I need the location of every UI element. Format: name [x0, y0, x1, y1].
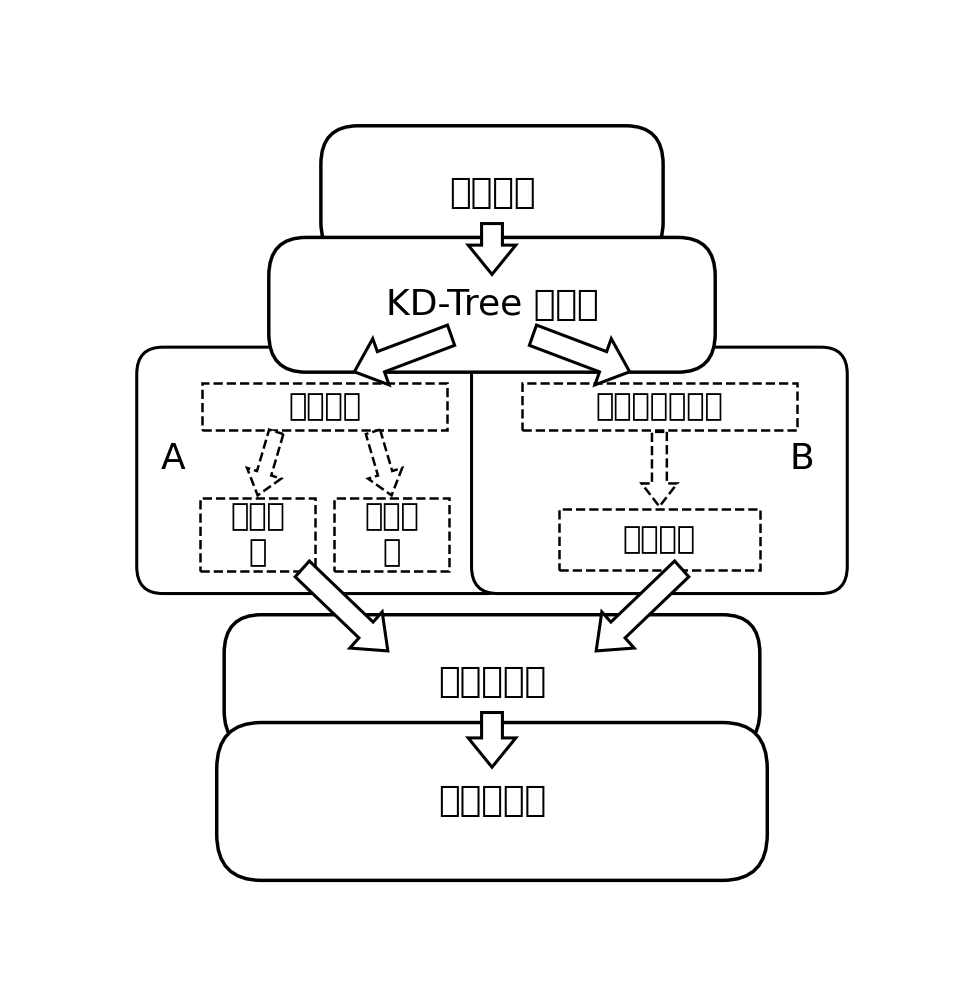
Bar: [334, 498, 449, 571]
FancyBboxPatch shape: [269, 237, 715, 372]
Text: 密度与旋转信息: 密度与旋转信息: [595, 392, 723, 421]
Bar: [202, 383, 447, 430]
Polygon shape: [596, 561, 688, 651]
Text: B: B: [789, 442, 814, 476]
Text: A: A: [161, 442, 186, 476]
Text: 分类与分割: 分类与分割: [438, 784, 546, 818]
FancyBboxPatch shape: [217, 723, 767, 880]
FancyBboxPatch shape: [471, 347, 848, 594]
Text: 全局特
征: 全局特 征: [230, 502, 285, 567]
Text: KD-Tree 预处理: KD-Tree 预处理: [386, 288, 598, 322]
Bar: [522, 383, 797, 430]
Polygon shape: [529, 325, 630, 385]
Polygon shape: [468, 224, 516, 274]
Bar: [200, 498, 315, 571]
Text: 信息连接层: 信息连接层: [438, 665, 546, 699]
FancyBboxPatch shape: [136, 347, 513, 594]
FancyBboxPatch shape: [321, 126, 663, 261]
Text: 局部特
征: 局部特 征: [364, 502, 419, 567]
Polygon shape: [641, 432, 677, 507]
Text: 坐标信息: 坐标信息: [288, 392, 361, 421]
FancyBboxPatch shape: [225, 615, 760, 749]
Polygon shape: [354, 325, 455, 385]
Polygon shape: [247, 430, 283, 495]
Bar: [559, 509, 760, 570]
Text: 稀疏点云: 稀疏点云: [448, 176, 536, 210]
Text: 结构特征: 结构特征: [623, 525, 696, 554]
Polygon shape: [296, 561, 388, 651]
Polygon shape: [468, 713, 516, 767]
Polygon shape: [366, 430, 402, 495]
